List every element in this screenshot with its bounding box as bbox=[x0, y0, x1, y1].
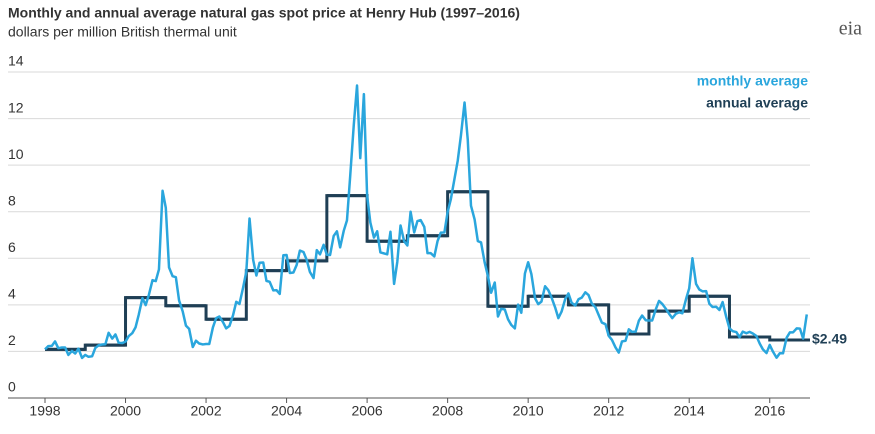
chart-subtitle: dollars per million British thermal unit bbox=[8, 24, 237, 40]
legend-entry: annual average bbox=[706, 95, 808, 111]
y-tick-label: 10 bbox=[8, 146, 24, 162]
x-tick-label: 2004 bbox=[271, 403, 302, 419]
x-tick-label: 1998 bbox=[29, 403, 60, 419]
y-tick-label: 6 bbox=[8, 239, 16, 255]
x-tick-label: 2008 bbox=[432, 403, 463, 419]
legend-entry: monthly average bbox=[697, 73, 808, 89]
x-tick-label: 2000 bbox=[110, 403, 141, 419]
x-tick-label: 2016 bbox=[754, 403, 785, 419]
x-tick-label: 2012 bbox=[593, 403, 624, 419]
y-tick-label: 4 bbox=[8, 286, 16, 302]
x-tick-label: 2010 bbox=[513, 403, 544, 419]
logo: eia bbox=[839, 18, 862, 40]
chart-title: Monthly and annual average natural gas s… bbox=[8, 5, 520, 21]
x-tick-label: 2006 bbox=[352, 403, 383, 419]
y-tick-label: 2 bbox=[8, 332, 16, 348]
x-tick-label: 2014 bbox=[674, 403, 705, 419]
x-tick-label: 2002 bbox=[190, 403, 221, 419]
y-tick-label: 8 bbox=[8, 192, 16, 208]
annotation: $2.49 bbox=[812, 331, 847, 347]
y-tick-label: 0 bbox=[8, 379, 16, 395]
monthly-line bbox=[44, 84, 809, 360]
y-tick-label: 12 bbox=[8, 99, 24, 115]
y-tick-label: 14 bbox=[8, 53, 24, 69]
